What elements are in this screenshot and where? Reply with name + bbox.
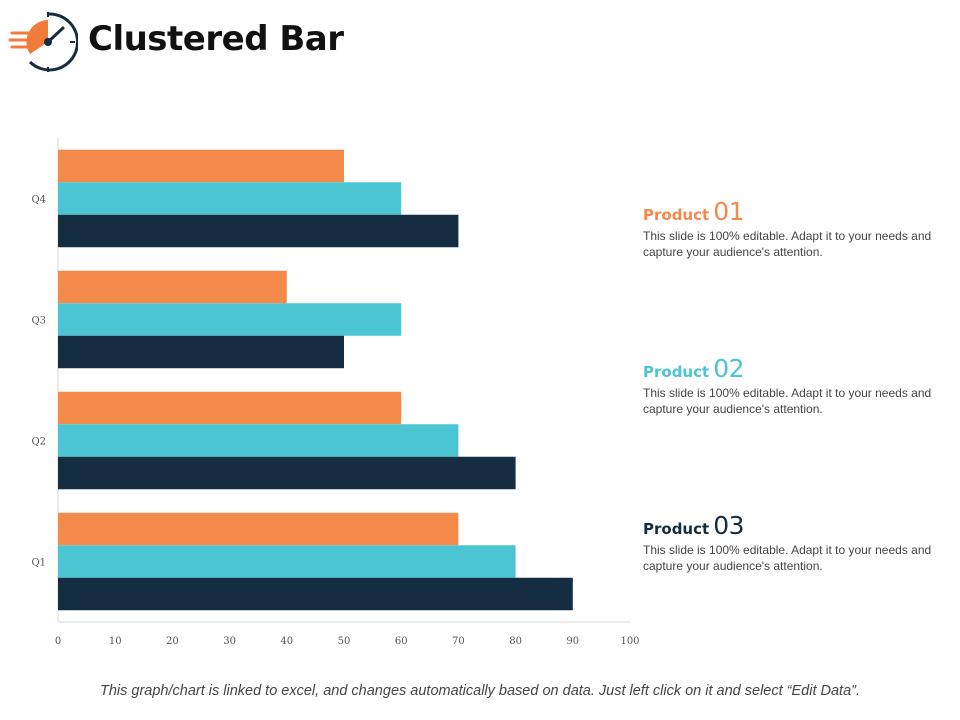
x-tick-label: 100	[620, 636, 639, 647]
x-tick-label: 0	[55, 636, 61, 647]
x-tick-label: 30	[223, 636, 236, 647]
y-category-label: Q3	[31, 316, 46, 327]
product-description: This slide is 100% editable. Adapt it to…	[643, 386, 932, 416]
speedometer-icon	[8, 12, 78, 72]
x-tick-label: 40	[280, 636, 293, 647]
product-legend-02: Product 02 This slide is 100% editable. …	[643, 354, 943, 417]
page-title: Clustered Bar	[88, 19, 344, 59]
bar-q3-series-3	[58, 335, 344, 369]
bar-q4-series-1	[58, 149, 344, 183]
product-number: 03	[713, 511, 744, 540]
product-label: Product	[643, 520, 710, 538]
bar-q4-series-3	[58, 214, 459, 248]
product-number: 02	[713, 354, 744, 383]
y-category-label: Q2	[31, 437, 46, 448]
slide-header: Clustered Bar	[8, 6, 344, 72]
bar-q2-series-1	[58, 391, 402, 425]
product-label: Product	[643, 363, 710, 381]
bar-q1-series-3	[58, 577, 573, 611]
bar-q1-series-2	[58, 545, 516, 578]
footer-note: This graph/chart is linked to excel, and…	[99, 683, 861, 699]
bar-q2-series-3	[58, 456, 516, 490]
bar-q1-series-1	[58, 512, 459, 546]
x-tick-label: 70	[452, 636, 465, 647]
x-tick-label: 60	[395, 636, 408, 647]
x-tick-label: 50	[338, 636, 351, 647]
product-description: This slide is 100% editable. Adapt it to…	[643, 229, 932, 259]
x-tick-label: 90	[566, 636, 579, 647]
product-description: This slide is 100% editable. Adapt it to…	[643, 543, 932, 573]
y-category-label: Q4	[31, 195, 46, 206]
x-tick-label: 80	[509, 636, 522, 647]
bar-q2-series-2	[58, 424, 459, 457]
x-tick-label: 10	[109, 636, 122, 647]
y-category-label: Q1	[31, 558, 46, 569]
product-label: Product	[643, 206, 710, 224]
bar-q3-series-1	[58, 270, 287, 304]
product-number: 01	[713, 197, 744, 226]
bar-q3-series-2	[58, 303, 402, 336]
x-tick-label: 20	[166, 636, 179, 647]
product-legend-01: Product 01 This slide is 100% editable. …	[643, 197, 943, 260]
product-legend-03: Product 03 This slide is 100% editable. …	[643, 511, 943, 574]
bar-q4-series-2	[58, 182, 402, 215]
